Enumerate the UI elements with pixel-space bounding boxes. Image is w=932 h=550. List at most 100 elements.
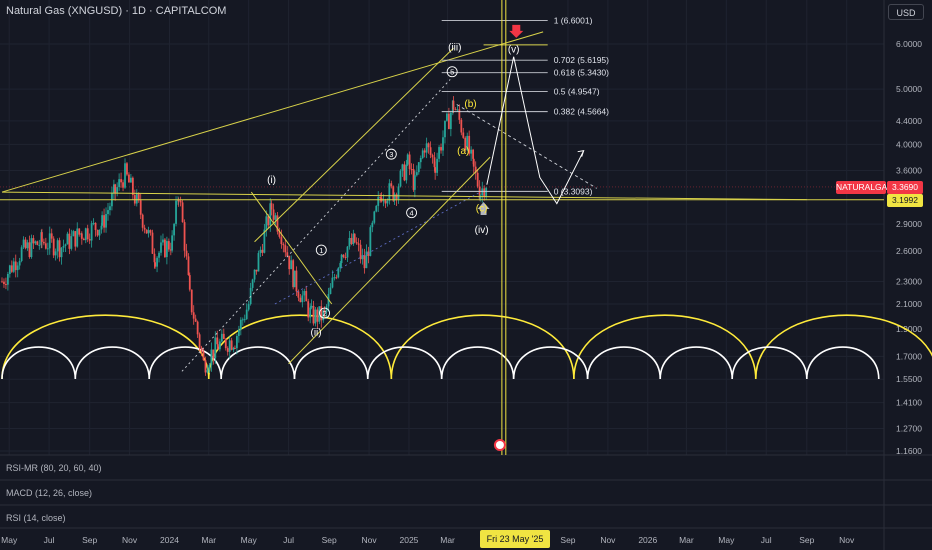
- macd-pane-label[interactable]: MACD (12, 26, close): [6, 488, 93, 498]
- wave-label: (iii): [448, 42, 461, 53]
- candle-body: [243, 319, 246, 321]
- candle-body: [265, 216, 268, 230]
- cycle-arch-white: [293, 346, 369, 380]
- candle-body: [456, 109, 459, 111]
- fib-level-label: 0.382 (4.5664): [554, 107, 609, 117]
- candle-body: [1, 281, 3, 283]
- candle-body: [16, 265, 19, 271]
- candle-body: [64, 244, 67, 247]
- candle-body: [241, 319, 244, 321]
- candle-body: [415, 172, 418, 176]
- candle-body: [423, 150, 426, 153]
- candle-body: [297, 291, 300, 298]
- candle-body: [434, 167, 437, 173]
- wave-circle: [319, 307, 331, 319]
- candle-body: [237, 329, 240, 337]
- x-tick-label: Jul: [283, 535, 294, 545]
- fib-level-label: 0.618 (5.3430): [554, 68, 609, 78]
- candle-body: [382, 200, 385, 202]
- candle-body: [331, 277, 334, 288]
- candle-body: [478, 186, 481, 199]
- candle-body: [483, 188, 486, 197]
- candle-body: [103, 215, 105, 228]
- candle-body: [34, 241, 37, 244]
- candle-body: [32, 238, 35, 244]
- candle-body: [190, 289, 193, 313]
- cycle-arch-white: [148, 346, 222, 380]
- currency-button[interactable]: USD: [888, 4, 924, 20]
- wave-number-label: 2: [322, 309, 326, 318]
- candle-body: [472, 158, 475, 167]
- candle-body: [384, 200, 387, 204]
- candle-body: [433, 157, 436, 168]
- candle-body: [181, 202, 184, 223]
- candle-body: [479, 195, 482, 199]
- candle-body: [141, 214, 144, 228]
- rsi-mr-pane-label[interactable]: RSI-MR (80, 20, 60, 40): [6, 463, 102, 473]
- candle-body: [348, 237, 351, 247]
- candle-body: [427, 143, 430, 148]
- candle-body: [60, 247, 63, 258]
- candle-body: [270, 203, 273, 210]
- candle-body: [269, 203, 272, 226]
- cycle-arch-white: [366, 346, 443, 380]
- candle-body: [126, 163, 128, 175]
- candle-body: [444, 120, 446, 138]
- candle-body: [52, 238, 55, 256]
- candle-body: [410, 169, 413, 171]
- candle-body: [196, 321, 199, 335]
- candle-body: [185, 250, 188, 257]
- candle-body: [316, 309, 319, 322]
- price-axis-background: [884, 0, 932, 550]
- cycle-arch-yellow: [207, 314, 393, 380]
- wave-label: (iv): [475, 225, 489, 236]
- candle-body: [26, 242, 29, 249]
- candle-body: [390, 183, 393, 187]
- candle-body: [84, 228, 87, 241]
- candle-body: [429, 147, 432, 155]
- candle-body: [346, 246, 349, 258]
- candle-body: [230, 340, 233, 350]
- cycle-arch-white: [805, 346, 880, 380]
- candle-body: [54, 251, 57, 256]
- candle-body: [112, 184, 115, 194]
- candle-body: [22, 239, 25, 248]
- candle-body: [179, 200, 182, 203]
- candle-body: [105, 214, 107, 228]
- candle-body: [171, 235, 174, 251]
- candle-body: [135, 193, 138, 204]
- candle-body: [226, 348, 229, 352]
- candle-body: [369, 227, 372, 256]
- candle-body: [100, 225, 103, 230]
- rsi-pane-label[interactable]: RSI (14, close): [6, 513, 66, 523]
- candle-body: [192, 312, 195, 319]
- candle-body: [419, 157, 422, 163]
- candle-body: [373, 211, 376, 223]
- candle-body: [118, 179, 121, 188]
- candle-body: [462, 132, 465, 138]
- x-tick-label: 2024: [160, 535, 179, 545]
- candle-body: [82, 238, 85, 241]
- candle-body: [288, 255, 291, 270]
- y-tick-label: 1.4100: [896, 398, 922, 408]
- candle-body: [335, 277, 338, 279]
- candle-body: [371, 222, 374, 228]
- candle-body: [217, 344, 219, 350]
- candle-body: [48, 233, 51, 249]
- candle-body: [128, 174, 130, 183]
- candle-body: [70, 236, 73, 249]
- x-tick-label: Jul: [44, 535, 55, 545]
- x-tick-label: Nov: [600, 535, 616, 545]
- x-tick-label: May: [718, 535, 735, 545]
- candle-body: [408, 154, 411, 170]
- candle-body: [257, 253, 260, 272]
- candle-body: [74, 231, 77, 247]
- candle-body: [175, 200, 177, 224]
- candle-body: [436, 158, 439, 173]
- upper-trendline: [1, 31, 544, 193]
- candle-body: [56, 240, 59, 252]
- candle-body: [98, 229, 101, 236]
- candle-body: [151, 232, 154, 254]
- cycle-arch-white: [512, 346, 589, 380]
